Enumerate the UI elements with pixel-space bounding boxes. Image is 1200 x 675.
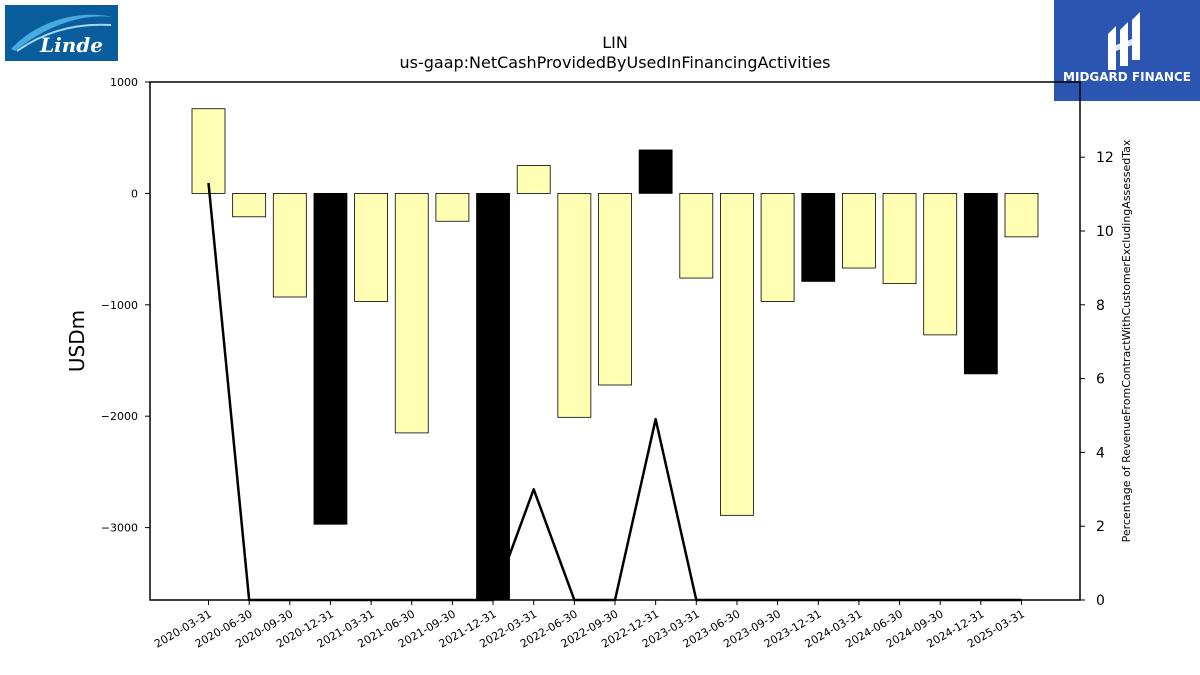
bar: [272, 192, 307, 298]
y-tick-label: 1000: [110, 76, 138, 89]
bar: [516, 165, 551, 194]
bar: [760, 192, 795, 302]
bar: [923, 192, 958, 336]
y2-tick-label: 2: [1096, 519, 1105, 535]
bar: [394, 192, 429, 434]
linde-swoosh-line-icon: [16, 23, 112, 52]
y2-tick-label: 0: [1096, 593, 1105, 609]
y-tick-label: −3000: [101, 522, 138, 535]
bar: [191, 108, 226, 194]
y-tick-label: −1000: [101, 299, 138, 312]
bar: [557, 192, 592, 418]
bar: [638, 149, 673, 194]
linde-swoosh-icon: [11, 14, 113, 51]
y-axis-label: USDm: [65, 310, 89, 372]
bar: [354, 192, 389, 302]
y-tick-label: 0: [131, 187, 138, 200]
chart-subtitle: us-gaap:NetCashProvidedByUsedInFinancing…: [399, 53, 830, 72]
linde-logo: Linde: [5, 5, 118, 61]
bar: [232, 192, 267, 218]
y2-tick-label: 8: [1096, 298, 1105, 314]
y2-tick-label: 6: [1096, 372, 1105, 388]
bar: [963, 192, 998, 375]
bar: [598, 192, 632, 386]
midgard-finance-logo: MIDGARD FINANCE: [1054, 0, 1200, 101]
bar: [801, 192, 836, 282]
bar: [1004, 192, 1039, 238]
bars-layer: [191, 108, 1039, 601]
chart-title: LIN: [602, 33, 628, 52]
y-tick-label: −2000: [101, 410, 138, 423]
y2-tick-label: 12: [1096, 150, 1114, 166]
linde-logo-background: [5, 5, 118, 61]
bar: [882, 192, 917, 285]
bar: [435, 192, 470, 222]
y2-tick-label: 10: [1096, 224, 1114, 240]
midgard-mark-icon: [1108, 12, 1140, 70]
bar: [313, 192, 348, 525]
bar: [720, 192, 754, 516]
midgard-logo-text: MIDGARD FINANCE: [1063, 70, 1191, 84]
bar: [842, 192, 876, 269]
bar: [476, 192, 510, 601]
y2-axis-label: Percentage of RevenueFromContractWithCus…: [1120, 139, 1133, 542]
linde-logo-text: Linde: [39, 33, 103, 57]
y2-tick-label: 4: [1096, 445, 1105, 461]
bar: [679, 192, 714, 279]
